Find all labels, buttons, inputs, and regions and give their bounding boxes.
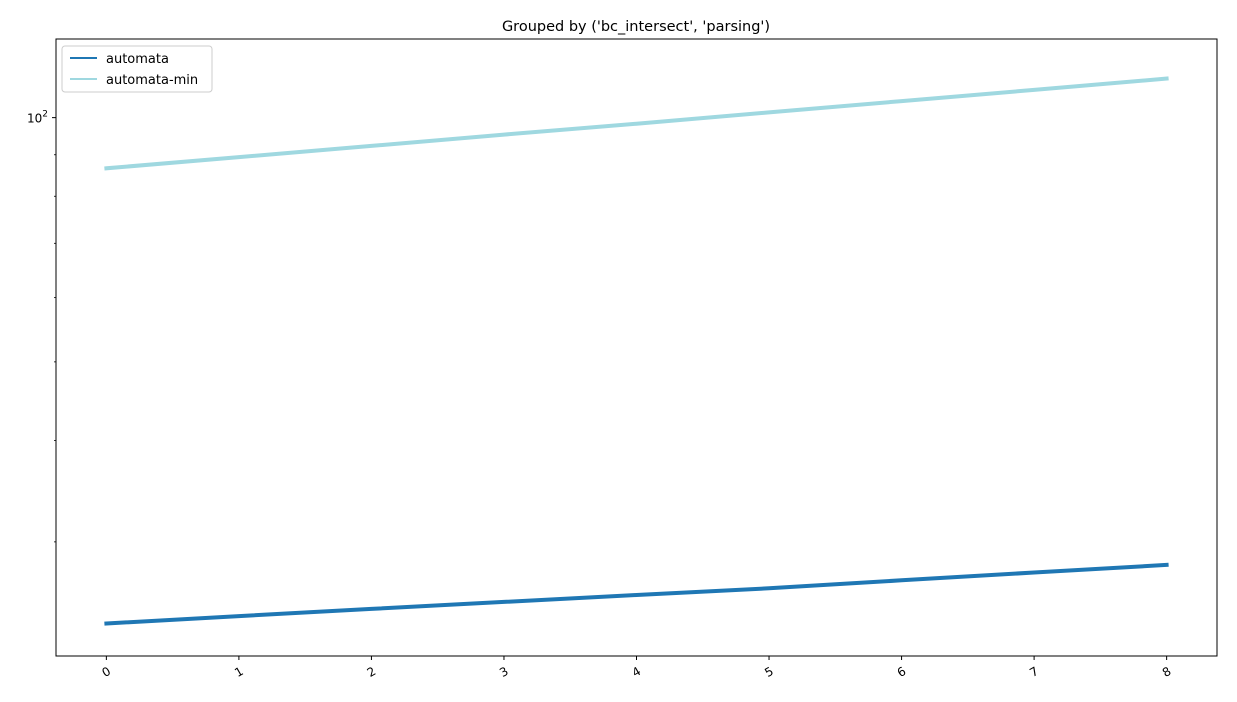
series-layer [104, 76, 1169, 626]
legend: automata automata-min [61, 45, 213, 93]
y-axis: 102 [27, 110, 56, 543]
y-tick-base: 10 [27, 112, 42, 126]
legend-label-automata-min: automata-min [106, 73, 198, 88]
y-tick-label: 102 [27, 110, 48, 126]
series-line-automata [104, 562, 1169, 626]
series-line-automata-min [104, 76, 1169, 171]
y-tick-exponent: 2 [42, 110, 48, 120]
chart-title: Grouped by ('bc_intersect', 'parsing') [502, 19, 770, 35]
legend-label-automata: automata [106, 52, 169, 67]
legend-box [61, 45, 213, 93]
